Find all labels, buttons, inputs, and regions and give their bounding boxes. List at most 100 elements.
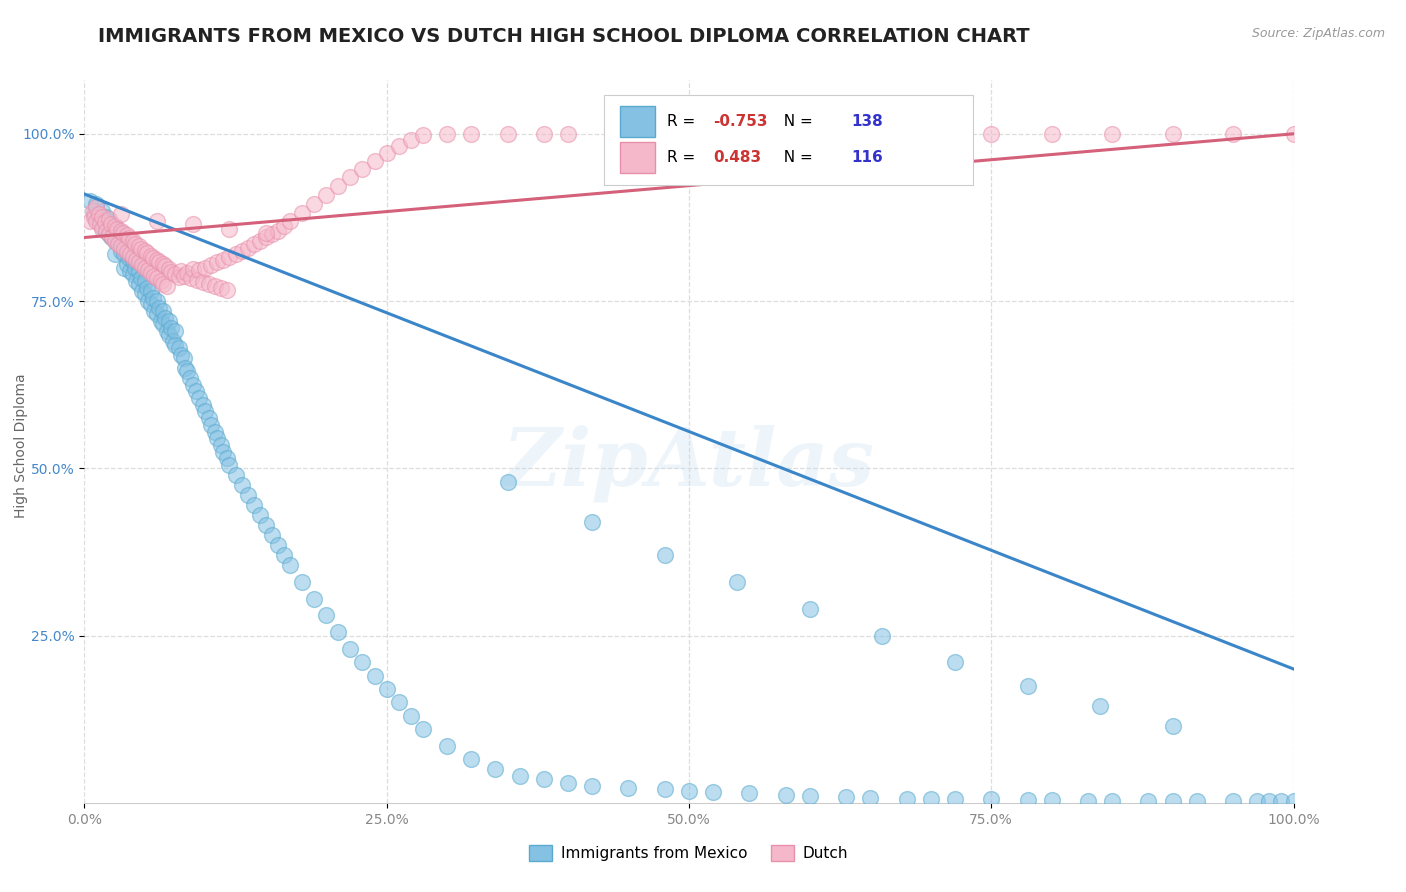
Text: 138: 138 xyxy=(851,114,883,129)
Point xyxy=(496,127,519,141)
Point xyxy=(91,220,114,235)
Point xyxy=(94,215,117,229)
Point xyxy=(112,242,135,256)
Point xyxy=(170,348,193,362)
Point xyxy=(181,262,204,277)
Point xyxy=(278,214,301,228)
Point xyxy=(1137,794,1160,808)
Point xyxy=(110,230,132,244)
Point xyxy=(82,203,104,218)
Point xyxy=(254,230,277,244)
Point xyxy=(200,258,222,272)
Point xyxy=(225,247,247,261)
Point xyxy=(179,371,201,385)
Point xyxy=(231,478,253,492)
Point xyxy=(273,219,295,234)
Point xyxy=(1161,794,1184,808)
Point xyxy=(104,247,127,261)
Point xyxy=(1282,795,1305,809)
Point xyxy=(184,384,207,399)
Point xyxy=(121,234,143,248)
Text: ZipAtlas: ZipAtlas xyxy=(503,425,875,502)
Point xyxy=(678,127,700,141)
Point xyxy=(654,548,676,563)
Point xyxy=(236,488,259,502)
Point xyxy=(725,575,748,590)
Point xyxy=(94,224,117,238)
Point xyxy=(87,214,110,228)
Point xyxy=(138,294,160,309)
Point xyxy=(148,301,170,315)
Point xyxy=(149,314,172,328)
Point xyxy=(1101,127,1123,141)
Point xyxy=(980,127,1002,141)
Point xyxy=(155,260,177,274)
Point xyxy=(496,475,519,489)
Point xyxy=(302,197,325,211)
Point xyxy=(204,425,226,439)
Point xyxy=(146,271,169,285)
FancyBboxPatch shape xyxy=(605,95,973,185)
Point xyxy=(1101,794,1123,808)
Point xyxy=(212,252,235,267)
Point xyxy=(121,254,143,268)
Point xyxy=(191,398,214,412)
Point xyxy=(110,207,132,221)
Point xyxy=(1088,698,1111,713)
Point xyxy=(110,244,132,258)
Point xyxy=(352,161,374,176)
Point xyxy=(155,279,177,293)
Point xyxy=(157,262,180,277)
Point xyxy=(260,528,283,542)
Point xyxy=(165,337,187,351)
Text: 116: 116 xyxy=(851,150,883,165)
Point xyxy=(120,264,142,278)
Point xyxy=(1017,793,1039,807)
Point xyxy=(896,792,918,806)
Point xyxy=(775,788,797,802)
Point xyxy=(399,708,422,723)
Text: -0.753: -0.753 xyxy=(713,114,768,129)
Point xyxy=(799,789,821,804)
Point xyxy=(173,268,195,283)
Point xyxy=(194,260,217,275)
Point xyxy=(173,361,195,376)
Point xyxy=(212,444,235,458)
Text: High School Diploma: High School Diploma xyxy=(14,374,28,518)
Point xyxy=(86,197,108,211)
Point xyxy=(533,772,555,787)
Point xyxy=(191,275,214,289)
Point xyxy=(218,222,240,236)
Point xyxy=(315,188,337,202)
Text: N =: N = xyxy=(773,114,817,129)
Point xyxy=(207,255,229,269)
Point xyxy=(136,281,159,295)
Point xyxy=(581,515,603,529)
Point xyxy=(859,791,882,805)
Point xyxy=(142,251,165,265)
Point xyxy=(375,681,398,696)
Point xyxy=(218,458,240,472)
Point xyxy=(186,273,208,287)
Point xyxy=(152,277,174,291)
Point xyxy=(180,270,202,285)
Point xyxy=(260,227,283,242)
Point xyxy=(157,314,180,328)
Text: IMMIGRANTS FROM MEXICO VS DUTCH HIGH SCHOOL DIPLOMA CORRELATION CHART: IMMIGRANTS FROM MEXICO VS DUTCH HIGH SCH… xyxy=(98,27,1031,45)
Point xyxy=(155,324,177,338)
Point xyxy=(157,327,180,342)
Point xyxy=(460,752,482,766)
Point xyxy=(617,127,640,141)
Point xyxy=(1077,794,1099,808)
Point xyxy=(557,776,579,790)
Point xyxy=(167,341,190,355)
Point xyxy=(1222,795,1244,809)
Point xyxy=(1017,679,1039,693)
Point xyxy=(167,269,190,284)
Point xyxy=(139,266,162,280)
Point xyxy=(104,234,127,248)
Point xyxy=(104,219,127,234)
Point xyxy=(291,206,314,220)
Point xyxy=(225,467,247,482)
Point xyxy=(702,785,724,799)
